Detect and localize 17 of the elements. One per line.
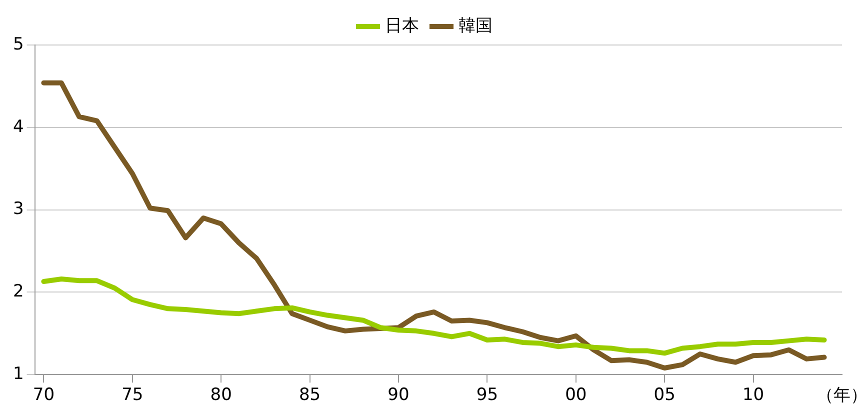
x-axis-title: （年） — [816, 386, 868, 406]
x-tick-label: 95 — [476, 385, 498, 406]
x-tick-label: 00 — [565, 385, 587, 406]
y-tick-label: 5 — [12, 34, 24, 54]
x-tick-label: 75 — [122, 385, 144, 406]
legend-label: 韓国 — [458, 16, 492, 36]
x-tick-label: 10 — [742, 385, 764, 406]
x-tick-label: 80 — [210, 385, 232, 406]
y-tick-label: 4 — [12, 116, 24, 137]
y-tick-label: 3 — [12, 199, 24, 220]
legend-label: 日本 — [385, 16, 419, 36]
y-tick-label: 2 — [12, 282, 24, 302]
x-tick-label: 90 — [388, 385, 410, 406]
x-tick-label: 05 — [654, 385, 676, 406]
x-tick-label: 70 — [32, 385, 55, 406]
x-tick-label: 85 — [298, 385, 321, 406]
y-tick-label: 1 — [12, 364, 24, 384]
